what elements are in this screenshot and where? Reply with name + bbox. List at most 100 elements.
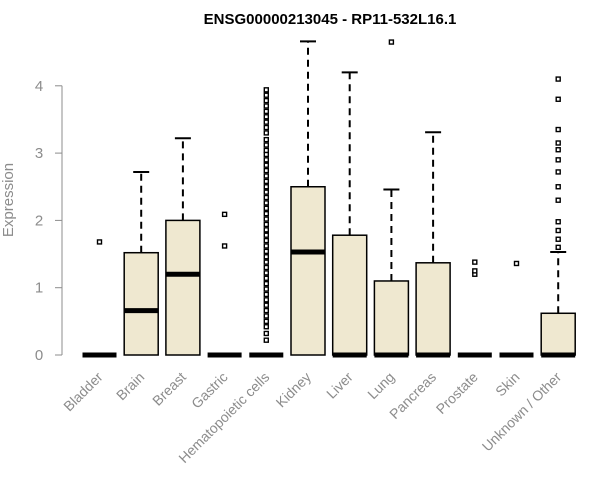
outlier-point (472, 259, 478, 265)
outlier-point (263, 167, 269, 174)
iqr-box (331, 234, 368, 356)
outlier-point (555, 126, 561, 133)
y-tick-label: 4 (35, 78, 43, 95)
outlier-point (263, 243, 269, 249)
outlier-point (221, 243, 228, 249)
box-pancreas (415, 131, 451, 358)
outlier-point (263, 136, 269, 143)
outlier-point (263, 189, 269, 195)
outlier-point (263, 162, 269, 168)
x-tick-label: Unknown / Other (479, 369, 565, 455)
x-tick-label: Bladder (60, 369, 106, 415)
outlier-point (555, 140, 561, 146)
outlier-point (263, 318, 269, 325)
outlier-point (555, 236, 561, 242)
outlier-point (221, 211, 228, 218)
outlier-point (263, 178, 269, 185)
y-tick-label: 0 (35, 347, 43, 364)
outlier-point (263, 307, 269, 314)
outlier-point (263, 114, 269, 120)
x-tick-label: Brain (113, 369, 147, 403)
outlier-point (555, 227, 561, 234)
box-lung (373, 188, 410, 358)
outlier-point (263, 216, 269, 222)
outlier-point (263, 130, 269, 136)
x-tick-label: Lung (364, 369, 397, 402)
outlier-point (263, 142, 269, 148)
outlier-point (513, 260, 520, 267)
outlier-point (263, 248, 269, 255)
outlier-point (263, 302, 269, 308)
x-tick-label: Skin (492, 369, 523, 400)
boxes (82, 40, 576, 358)
outliers (96, 39, 561, 343)
outlier-point (263, 97, 269, 104)
outlier-point (555, 197, 561, 203)
y-tick-label: 3 (35, 145, 43, 162)
y-axis: 0 1 2 3 4 (35, 78, 63, 364)
outlier-point (96, 239, 103, 245)
x-tick-label: Kidney (273, 369, 315, 411)
outlier-point (263, 87, 269, 93)
outlier-point (263, 200, 269, 206)
y-tick-label: 1 (35, 280, 43, 297)
outlier-point (263, 147, 269, 154)
outlier-point (263, 275, 269, 281)
iqr-box (290, 186, 326, 356)
outlier-point (263, 221, 269, 228)
outlier-point (555, 147, 561, 153)
x-tick-label: Liver (323, 369, 356, 402)
outlier-point (263, 108, 269, 115)
chart-title: ENSG00000213045 - RP11-532L16.1 (204, 11, 457, 28)
outlier-point (388, 39, 395, 45)
outlier-point (263, 254, 269, 260)
x-tick-label: Prostate (433, 369, 481, 417)
box-kidney (290, 40, 326, 356)
outlier-point (472, 268, 478, 274)
outlier-point (263, 291, 269, 298)
outlier-point (263, 124, 269, 131)
outlier-point (555, 96, 561, 102)
outlier-point (263, 103, 269, 109)
iqr-box (540, 312, 576, 356)
outlier-point (263, 232, 269, 238)
outlier-point (263, 237, 269, 244)
x-tick-label: Breast (149, 369, 189, 409)
box-breast (165, 137, 201, 356)
outlier-point (263, 270, 269, 276)
outlier-point (555, 184, 561, 190)
iqr-box (373, 280, 410, 356)
outlier-point (263, 173, 269, 179)
outlier-point (263, 119, 269, 125)
y-axis-label: Expression (0, 163, 17, 237)
outlier-point (263, 92, 269, 98)
outlier-point (263, 205, 269, 211)
iqr-box (123, 251, 159, 356)
iqr-box (415, 262, 451, 356)
outlier-point (555, 219, 561, 225)
outlier-point (263, 313, 269, 319)
outlier-point (263, 337, 269, 343)
outlier-point (263, 184, 269, 190)
outlier-point (263, 227, 269, 233)
outlier-point (555, 76, 561, 82)
outlier-point (263, 280, 269, 287)
outlier-point (263, 194, 269, 201)
outlier-point (555, 244, 561, 251)
iqr-box (165, 219, 201, 356)
outlier-point (263, 264, 269, 271)
outlier-point (263, 297, 269, 303)
outlier-point (263, 330, 269, 337)
box-brain (123, 170, 159, 356)
outlier-point (263, 157, 269, 163)
outlier-point (263, 286, 269, 292)
box-liver (331, 71, 368, 358)
y-tick-label: 2 (35, 212, 43, 229)
outlier-point (263, 324, 269, 330)
outlier-point (555, 169, 561, 175)
outlier-point (263, 259, 269, 265)
box-unknown-other (540, 251, 576, 358)
outlier-point (555, 157, 561, 163)
